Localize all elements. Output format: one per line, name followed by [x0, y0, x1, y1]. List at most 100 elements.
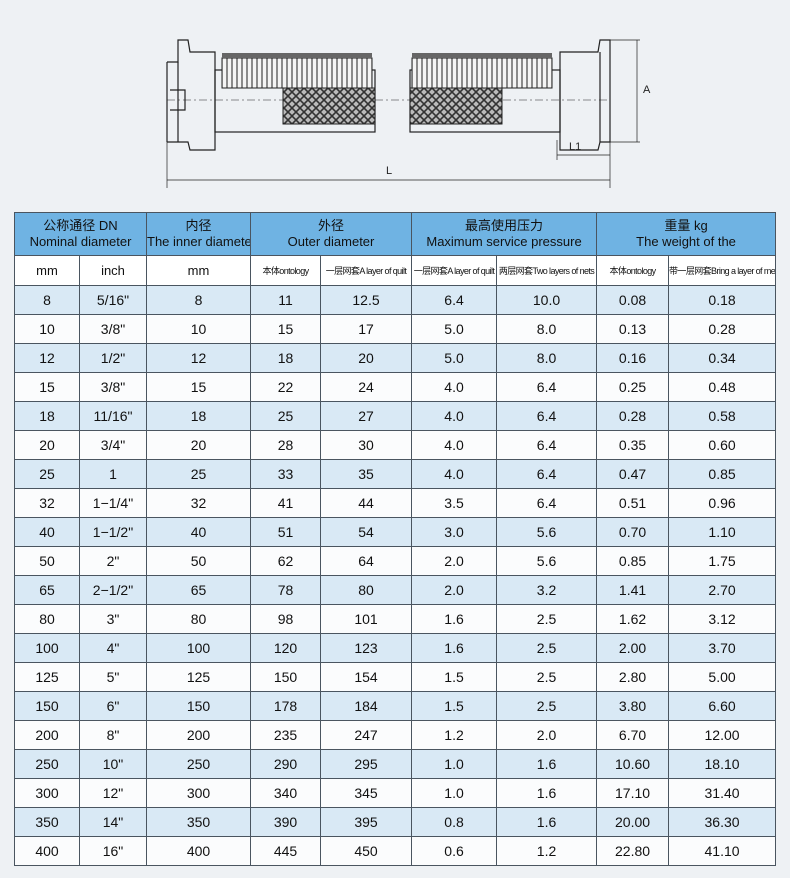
cell: 345	[319, 778, 413, 808]
cell: 8.0	[496, 314, 598, 344]
cell: 0.96	[668, 488, 777, 518]
cell: 184	[319, 691, 413, 721]
header-row: 公称通径 DN Nominal diameter 内径 The inner diame…	[14, 212, 777, 256]
cell: 10	[146, 314, 251, 344]
cell: 0.85	[596, 546, 670, 576]
subheader: 本体ontology	[596, 255, 670, 286]
cell: 395	[319, 807, 413, 837]
cell: 80	[319, 575, 413, 605]
cell: 36.30	[668, 807, 777, 837]
cell: 0.16	[596, 343, 670, 373]
data-row: 18 11/16" 18 25 27 4.0 6.4 0.28 0.58	[14, 401, 777, 431]
data-row: 400 16" 400 445 450 0.6 1.2 22.80 41.10	[14, 836, 777, 866]
subheader: mm	[146, 255, 251, 286]
group-header: 内径 The inner diameter	[146, 212, 251, 256]
cell: 2.5	[496, 604, 598, 634]
cell: 1.62	[596, 604, 670, 634]
cell: 1.6	[411, 604, 498, 634]
cell: 0.13	[596, 314, 670, 344]
cell: 340	[250, 778, 321, 808]
cell: 445	[250, 836, 321, 866]
cell: 4.0	[411, 459, 498, 489]
cell: 25	[14, 459, 80, 489]
cell: 2.5	[496, 633, 598, 663]
cell: 2.0	[496, 720, 598, 750]
cell: 3.12	[668, 604, 777, 634]
cell: 125	[146, 662, 251, 692]
cell: 1−1/2"	[79, 517, 147, 547]
cell: 6.70	[596, 720, 670, 750]
data-row: 350 14" 350 390 395 0.8 1.6 20.00 36.30	[14, 807, 777, 837]
subheader: 本体ontology	[250, 255, 321, 286]
cell: 0.85	[668, 459, 777, 489]
cell: 5"	[79, 662, 147, 692]
dimension-label: L	[386, 165, 392, 177]
dimension-label: L1	[569, 141, 581, 153]
header-line: The inner diameter	[147, 234, 251, 249]
cell: 5.6	[496, 517, 598, 547]
cell: 10.0	[496, 285, 598, 315]
cell: 8	[14, 285, 80, 315]
cell: 1.6	[411, 633, 498, 663]
cell: 22.80	[596, 836, 670, 866]
subheader: 一层网套A layer of quilt	[319, 255, 413, 286]
cell: 6.4	[496, 488, 598, 518]
cell: 150	[14, 691, 80, 721]
cell: 22	[250, 372, 321, 402]
cell: 11	[250, 285, 321, 315]
group-header: 重量 kg The weight of the	[596, 212, 777, 256]
cell: 2.0	[411, 546, 498, 576]
cell: 27	[319, 401, 413, 431]
cell: 6"	[79, 691, 147, 721]
subheader-row: mm inch mm 本体ontology 一层网套A layer of quilt 一层…	[14, 255, 777, 286]
header-line: 内径	[185, 218, 212, 233]
cell: 4.0	[411, 372, 498, 402]
cell: 8"	[79, 720, 147, 750]
cell: 6.4	[496, 372, 598, 402]
cell: 5/16"	[79, 285, 147, 315]
cell: 0.48	[668, 372, 777, 402]
cell: 123	[319, 633, 413, 663]
cell: 5.6	[496, 546, 598, 576]
cell: 1.41	[596, 575, 670, 605]
cell: 3.70	[668, 633, 777, 663]
cell: 0.28	[596, 401, 670, 431]
header-line: 最高使用压力	[465, 218, 544, 233]
cell: 5.0	[411, 343, 498, 373]
cell: 40	[14, 517, 80, 547]
cell: 17	[319, 314, 413, 344]
cell: 154	[319, 662, 413, 692]
cell: 31.40	[668, 778, 777, 808]
cell: 200	[146, 720, 251, 750]
cell: 62	[250, 546, 321, 576]
data-row: 10 3/8" 10 15 17 5.0 8.0 0.13 0.28	[14, 314, 777, 344]
subheader: inch	[79, 255, 147, 286]
cell: 100	[14, 633, 80, 663]
cell: 12	[14, 343, 80, 373]
data-row: 250 10" 250 290 295 1.0 1.6 10.60 18.10	[14, 749, 777, 779]
cell: 2.5	[496, 691, 598, 721]
cell: 350	[14, 807, 80, 837]
cell: 51	[250, 517, 321, 547]
cell: 2.0	[411, 575, 498, 605]
cell: 3.2	[496, 575, 598, 605]
cell: 32	[14, 488, 80, 518]
cell: 250	[14, 749, 80, 779]
cell: 3.0	[411, 517, 498, 547]
cell: 290	[250, 749, 321, 779]
cell: 18.10	[668, 749, 777, 779]
cell: 200	[14, 720, 80, 750]
cell: 3/8"	[79, 372, 147, 402]
cell: 33	[250, 459, 321, 489]
header-line: Nominal diameter	[29, 234, 132, 249]
cell: 65	[146, 575, 251, 605]
cell: 1.6	[496, 807, 598, 837]
cell: 10	[14, 314, 80, 344]
cell: 3/4"	[79, 430, 147, 460]
cell: 178	[250, 691, 321, 721]
cell: 6.4	[496, 430, 598, 460]
cell: 390	[250, 807, 321, 837]
cell: 0.35	[596, 430, 670, 460]
cell: 30	[319, 430, 413, 460]
